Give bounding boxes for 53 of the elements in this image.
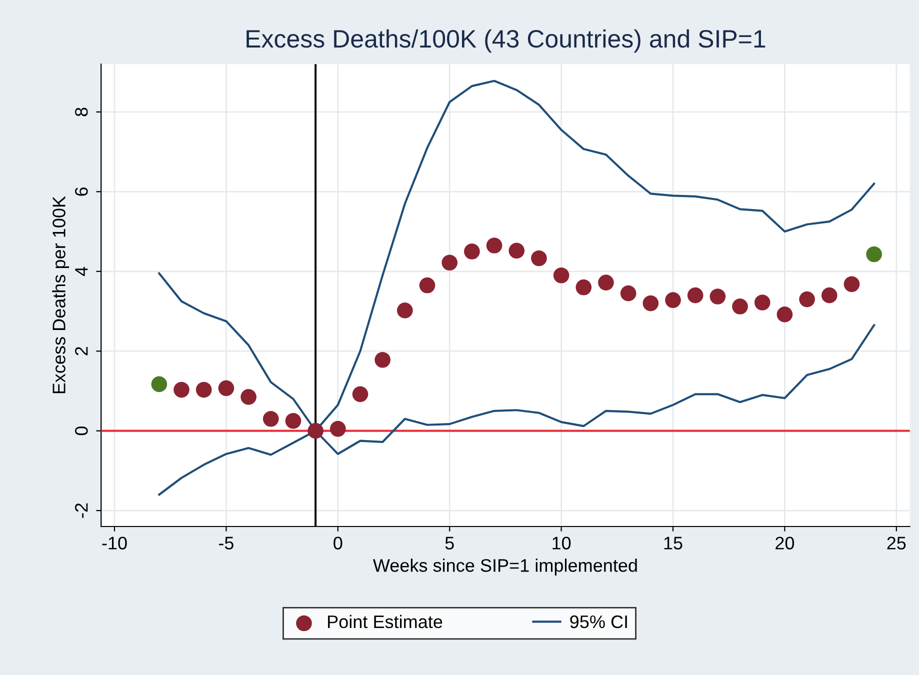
point <box>419 277 436 294</box>
chart-title: Excess Deaths/100K (43 Countries) and SIP=1 <box>246 29 766 53</box>
point <box>576 279 592 296</box>
point <box>665 292 681 308</box>
x-tick-label: -10 <box>102 536 127 550</box>
point <box>174 382 190 398</box>
y-tick-label: 0 <box>75 426 88 436</box>
x-tick-label: 20 <box>776 536 794 550</box>
x-tick-label: 5 <box>445 536 454 550</box>
point <box>799 291 815 308</box>
y-tick-label: 2 <box>75 347 88 356</box>
point <box>374 352 390 368</box>
point <box>196 382 212 398</box>
y-tick-label: -2 <box>75 503 88 518</box>
point <box>218 380 234 396</box>
point <box>442 254 458 271</box>
x-tick-label: -5 <box>218 536 234 550</box>
point <box>710 288 726 304</box>
point <box>598 274 614 290</box>
point <box>352 386 368 402</box>
x-axis-title: Weeks since SIP=1 implemented <box>372 558 637 576</box>
legend-label: Point Estimate <box>328 614 442 628</box>
x-tick-label: 10 <box>552 536 571 550</box>
point <box>330 420 346 437</box>
point <box>642 295 659 312</box>
point <box>285 412 302 429</box>
x-tick-label: 25 <box>887 536 906 550</box>
point <box>262 410 279 427</box>
point <box>844 276 860 292</box>
y-tick-label: 4 <box>75 266 88 276</box>
point <box>308 422 324 439</box>
x-tick-label: 15 <box>664 536 682 550</box>
point <box>486 238 502 254</box>
point <box>151 376 168 392</box>
point <box>464 244 480 260</box>
point <box>620 285 636 302</box>
point <box>531 250 547 266</box>
point <box>821 287 838 304</box>
point <box>776 306 793 322</box>
y-tick-label: 8 <box>75 108 88 116</box>
x-tick-label: 0 <box>334 536 342 550</box>
point <box>553 267 570 284</box>
y-axis-title: Excess Deaths per 100K <box>52 196 69 394</box>
point <box>732 298 748 314</box>
point <box>240 389 256 405</box>
line-series <box>158 324 876 496</box>
y-tick-label: 6 <box>75 187 88 196</box>
point <box>754 294 770 310</box>
point <box>508 242 525 259</box>
point <box>397 302 413 318</box>
legend-label: 95% CI <box>570 615 627 628</box>
point <box>687 287 704 304</box>
point <box>866 246 882 262</box>
